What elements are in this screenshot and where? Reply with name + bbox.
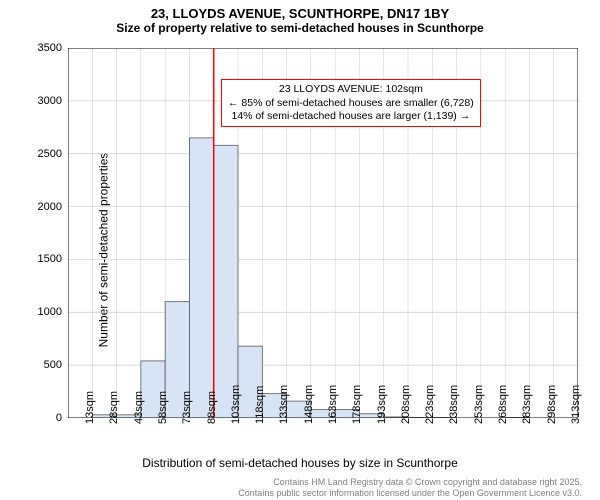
xtick-label: 58sqm	[157, 391, 169, 424]
xtick-label: 193sqm	[376, 385, 388, 424]
xtick-label: 208sqm	[400, 385, 412, 424]
xtick-label: 43sqm	[133, 391, 145, 424]
xtick-label: 103sqm	[230, 385, 242, 424]
annotation-line3: 14% of semi-detached houses are larger (…	[228, 110, 474, 123]
footnote: Contains HM Land Registry data © Crown c…	[238, 477, 582, 499]
xtick-label: 223sqm	[424, 385, 436, 424]
chart-container: 23, LLOYDS AVENUE, SCUNTHORPE, DN17 1BY …	[0, 0, 600, 500]
xtick-label: 313sqm	[570, 385, 582, 424]
xtick-label: 178sqm	[351, 385, 363, 424]
xtick-label: 133sqm	[278, 385, 290, 424]
xtick-label: 163sqm	[327, 385, 339, 424]
title-sub: Size of property relative to semi-detach…	[0, 21, 600, 39]
ytick-label: 2000	[38, 201, 62, 213]
xtick-label: 148sqm	[303, 385, 315, 424]
footnote-line1: Contains HM Land Registry data © Crown c…	[238, 477, 582, 488]
xtick-label: 13sqm	[84, 391, 96, 424]
xtick-label: 238sqm	[448, 385, 460, 424]
ytick-label: 3000	[38, 95, 62, 107]
footnote-line2: Contains public sector information licen…	[238, 488, 582, 499]
xtick-label: 253sqm	[473, 385, 485, 424]
xtick-label: 73sqm	[181, 391, 193, 424]
annotation-line2: ← 85% of semi-detached houses are smalle…	[228, 97, 474, 110]
ytick-label: 2500	[38, 148, 62, 160]
ytick-label: 0	[56, 412, 62, 424]
xtick-label: 283sqm	[521, 385, 533, 424]
plot-area: 23 LLOYDS AVENUE: 102sqm ← 85% of semi-d…	[68, 48, 578, 418]
annotation-box: 23 LLOYDS AVENUE: 102sqm ← 85% of semi-d…	[221, 79, 481, 126]
ytick-label: 500	[44, 359, 62, 371]
ytick-label: 1500	[38, 253, 62, 265]
xtick-label: 298sqm	[546, 385, 558, 424]
xtick-label: 268sqm	[497, 385, 509, 424]
annotation-line1: 23 LLOYDS AVENUE: 102sqm	[228, 83, 474, 96]
title-main: 23, LLOYDS AVENUE, SCUNTHORPE, DN17 1BY	[0, 0, 600, 21]
ytick-label: 1000	[38, 306, 62, 318]
xtick-label: 118sqm	[254, 386, 266, 424]
x-axis-label: Distribution of semi-detached houses by …	[142, 456, 458, 470]
xtick-label: 28sqm	[108, 391, 120, 424]
xtick-label: 88sqm	[206, 391, 218, 424]
ytick-label: 3500	[38, 42, 62, 54]
